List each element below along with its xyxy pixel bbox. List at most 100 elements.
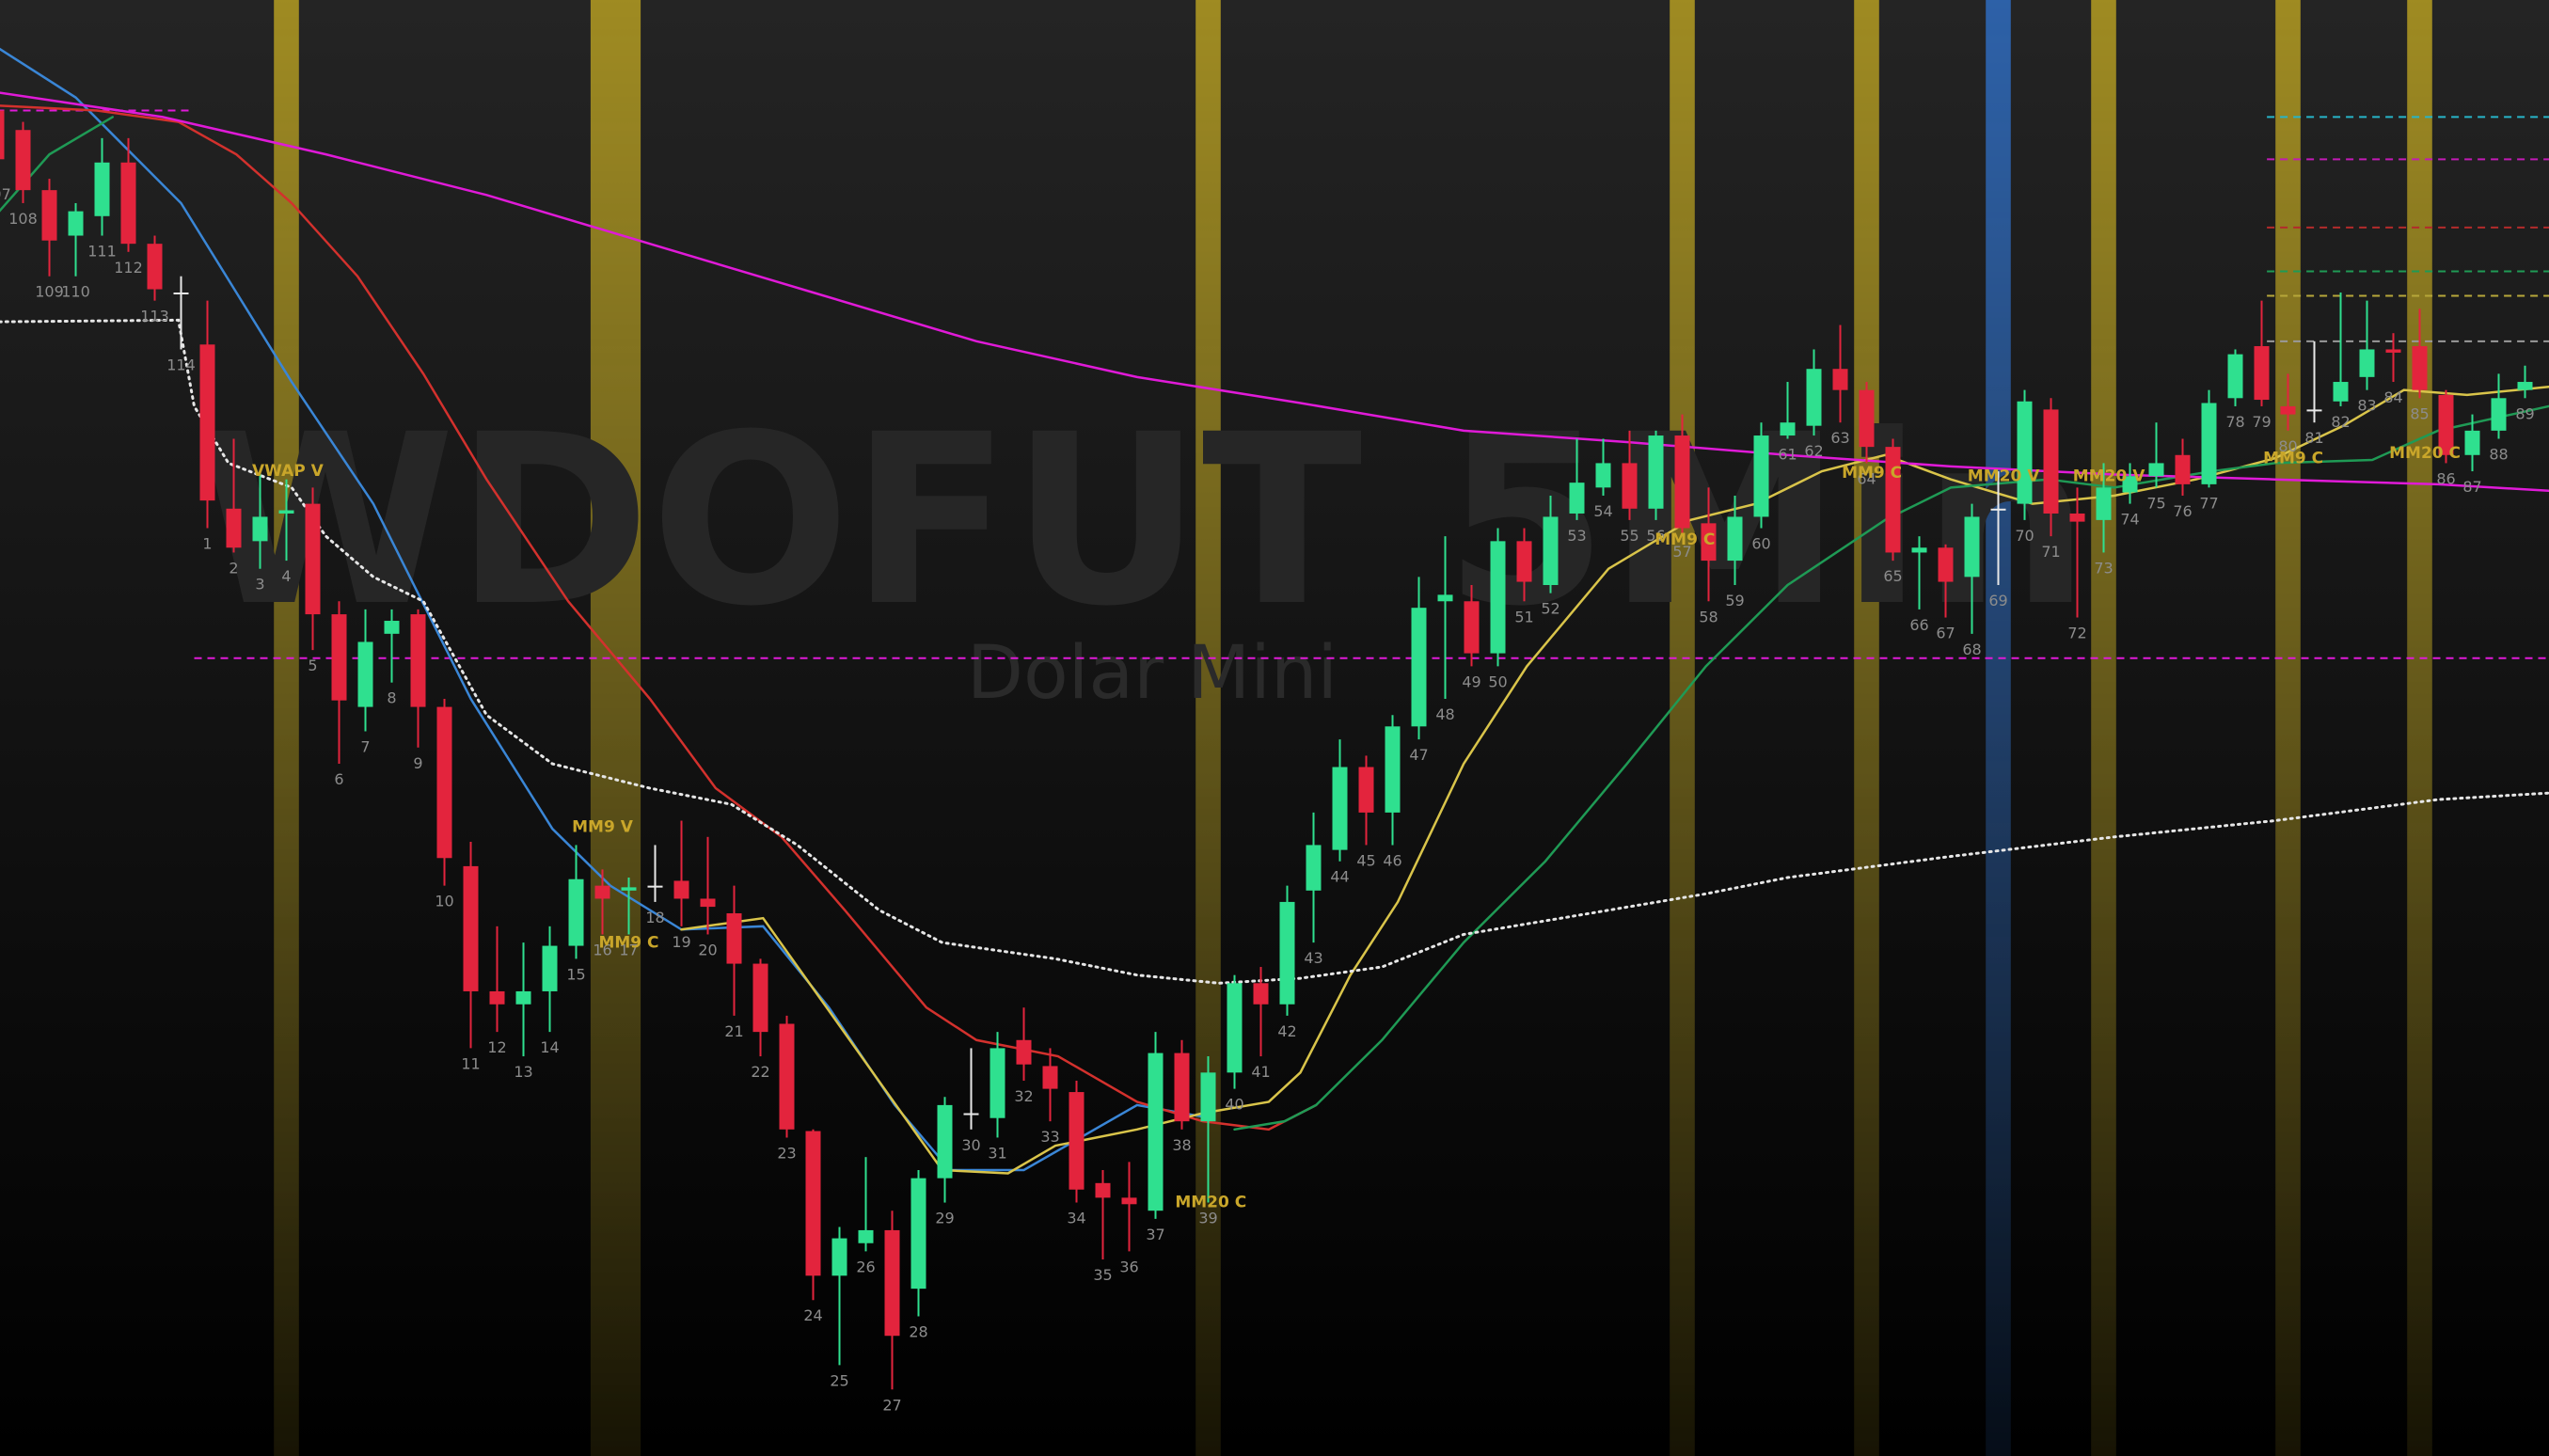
- candle-body: [199, 344, 215, 501]
- candle-label: 32: [1014, 1087, 1033, 1105]
- candle-body: [1069, 1092, 1085, 1190]
- candle-body: [463, 865, 479, 991]
- candle-label: 18: [645, 909, 664, 926]
- candle-body: [2359, 349, 2375, 377]
- candle-body: [120, 162, 136, 245]
- candle-label: 69: [1988, 592, 2007, 609]
- candle-body: [2491, 398, 2507, 431]
- candle-body: [1885, 447, 1901, 553]
- candle-label: 13: [514, 1063, 532, 1081]
- candle-label: 60: [1751, 535, 1770, 553]
- candle-body: [542, 945, 558, 991]
- candle-label: 30: [961, 1136, 980, 1154]
- candle-body: [1148, 1052, 1164, 1211]
- candle-label: 2: [229, 559, 238, 577]
- candle-label: 49: [1462, 673, 1480, 690]
- candle-body: [726, 913, 742, 964]
- candle-label: 26: [856, 1258, 875, 1275]
- candle-label: 23: [777, 1144, 796, 1162]
- candle-body: [147, 244, 163, 290]
- candle-label: 57: [1672, 543, 1691, 561]
- candle-body: [1490, 541, 1506, 654]
- candle-body: [173, 293, 189, 294]
- candle-body: [673, 880, 689, 899]
- candle-label: 22: [751, 1063, 769, 1081]
- candle-label: 83: [2357, 397, 2376, 415]
- candle-label: 80: [2278, 437, 2297, 455]
- candle-body: [384, 621, 400, 634]
- watermark-subtitle: Dolar Mini: [967, 631, 1338, 716]
- candle-label: 21: [724, 1022, 743, 1040]
- candle-body: [2385, 349, 2401, 353]
- candle-body: [1569, 483, 1585, 514]
- candle-label: 72: [2067, 625, 2086, 642]
- annotation: MM9 C: [2263, 449, 2323, 467]
- candle-label: 46: [1383, 851, 1401, 869]
- candle-label: 6: [334, 770, 343, 788]
- candle-body: [2438, 394, 2454, 455]
- candle-body: [2306, 409, 2322, 412]
- candle-body: [2069, 513, 2085, 522]
- candle-body: [1595, 463, 1611, 488]
- candle-label: 73: [2094, 559, 2113, 577]
- candle-label: 4: [281, 567, 291, 585]
- highlight-band: [1670, 0, 1695, 1456]
- candle-body: [489, 990, 505, 1005]
- candle-label: 27: [882, 1396, 901, 1414]
- candle-body: [2280, 405, 2296, 415]
- candle-body: [990, 1048, 1005, 1118]
- candle-body: [1727, 516, 1743, 562]
- annotation: MM9 C: [1654, 530, 1715, 549]
- candle-body: [910, 1178, 926, 1290]
- candle-body: [15, 130, 31, 191]
- candle-label: 34: [1067, 1210, 1085, 1227]
- candle-label: 74: [2120, 511, 2139, 529]
- candle-label: 55: [1620, 527, 1639, 545]
- candle-body: [1911, 547, 1927, 553]
- candle-label: 56: [1646, 527, 1665, 545]
- candle-label: 68: [1962, 641, 1981, 658]
- candle-label: 47: [1409, 746, 1428, 764]
- candle-label: 33: [1040, 1128, 1059, 1146]
- annotation: MM9 C: [598, 933, 658, 952]
- candle-body: [305, 503, 321, 615]
- candle-label: 28: [909, 1323, 927, 1341]
- candle-body: [1832, 369, 1848, 390]
- candle-body: [1174, 1052, 1190, 1122]
- candle-label: 58: [1699, 608, 1718, 625]
- candle-label: 36: [1119, 1258, 1138, 1275]
- candle-body: [1121, 1197, 1137, 1205]
- candle-label: 45: [1356, 851, 1375, 869]
- candle-label: 3: [255, 576, 264, 593]
- candle-label: 41: [1251, 1063, 1270, 1081]
- candle-label: 40: [1225, 1096, 1243, 1114]
- annotation: VWAP V: [252, 462, 325, 481]
- candle-label: 7: [360, 738, 370, 756]
- candle-body: [0, 110, 5, 160]
- indicator-line: [1233, 404, 2549, 1132]
- candle-body: [2227, 354, 2243, 399]
- candle-label: 19: [672, 933, 690, 951]
- candle-body: [2333, 382, 2349, 402]
- candle-label: 38: [1172, 1136, 1191, 1154]
- candle-label: 70: [2015, 527, 2034, 545]
- highlight-band: [2275, 0, 2301, 1456]
- annotation: MM20 V: [2073, 467, 2145, 485]
- candle-body: [858, 1229, 874, 1243]
- candle-body: [1227, 983, 1243, 1073]
- candle-label: 62: [1804, 442, 1823, 460]
- highlight-band: [274, 0, 299, 1456]
- candle-label: 29: [935, 1210, 954, 1227]
- candle-label: 14: [540, 1038, 559, 1056]
- candle-label: 15: [566, 965, 585, 983]
- candle-label: 75: [2146, 494, 2165, 512]
- candle-label: 85: [2410, 404, 2429, 422]
- candle-label: 42: [1277, 1022, 1296, 1040]
- candle-label: 109: [35, 283, 64, 301]
- candle-label: 1: [202, 535, 212, 553]
- candle-label: 25: [830, 1371, 848, 1389]
- candle-label: 86: [2436, 469, 2455, 487]
- candle-body: [2043, 409, 2059, 514]
- highlight-bands: [274, 0, 2432, 1456]
- annotation: MM9 V: [572, 818, 634, 837]
